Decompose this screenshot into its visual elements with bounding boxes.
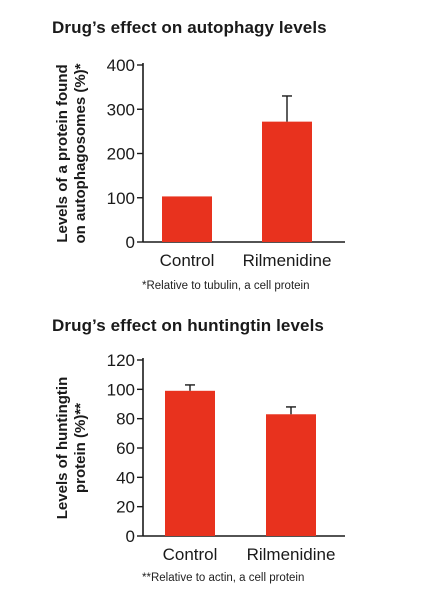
autophagy-bar-rilmenidine (262, 121, 312, 242)
huntingtin-y-tick-label: 60 (116, 439, 135, 458)
autophagy-y-tick-label: 300 (107, 100, 135, 119)
huntingtin-y-tick-label: 80 (116, 410, 135, 429)
huntingtin-y-tick-label: 120 (107, 351, 135, 370)
autophagy-y-label-line2: on autophagosomes (%)* (72, 63, 89, 243)
huntingtin-y-axis-label: Levels of huntingtin protein (%)** (54, 377, 89, 520)
huntingtin-y-tick-label: 100 (107, 380, 135, 399)
autophagy-y-tick-label: 0 (126, 233, 135, 252)
autophagy-category-label: Rilmenidine (243, 251, 332, 270)
footnote-autophagy: *Relative to tubulin, a cell protein (142, 280, 310, 292)
huntingtin-bar-control (165, 390, 215, 536)
huntingtin-y-tick-label: 0 (126, 527, 135, 546)
huntingtin-y-label-line1: Levels of huntingtin (54, 377, 71, 520)
chart-title-huntingtin: Drug’s effect on huntingtin levels (52, 316, 324, 335)
chart-title-autophagy: Drug’s effect on autophagy levels (52, 18, 327, 37)
autophagy-y-tick-label: 400 (107, 56, 135, 75)
huntingtin-y-label-line2: protein (%)** (72, 403, 89, 493)
autophagy-bar-chart: 0 100 200 300 400 Control Rilmenidine Levels of… (54, 56, 345, 270)
huntingtin-category-label: Control (163, 545, 218, 564)
huntingtin-y-tick-label: 40 (116, 468, 135, 487)
autophagy-y-label-line1: Levels of a protein found (54, 64, 71, 242)
footnote-huntingtin: **Relative to actin, a cell protein (142, 572, 305, 584)
autophagy-y-tick-label: 100 (107, 189, 135, 208)
huntingtin-y-tick-label: 20 (116, 498, 135, 517)
autophagy-category-label: Control (160, 251, 215, 270)
autophagy-y-axis-label: Levels of a protein found on autophagosom… (54, 63, 89, 243)
huntingtin-category-label: Rilmenidine (247, 545, 336, 564)
autophagy-bar-control (162, 196, 212, 242)
huntingtin-bar-rilmenidine (266, 414, 316, 536)
autophagy-y-tick-label: 200 (107, 145, 135, 164)
